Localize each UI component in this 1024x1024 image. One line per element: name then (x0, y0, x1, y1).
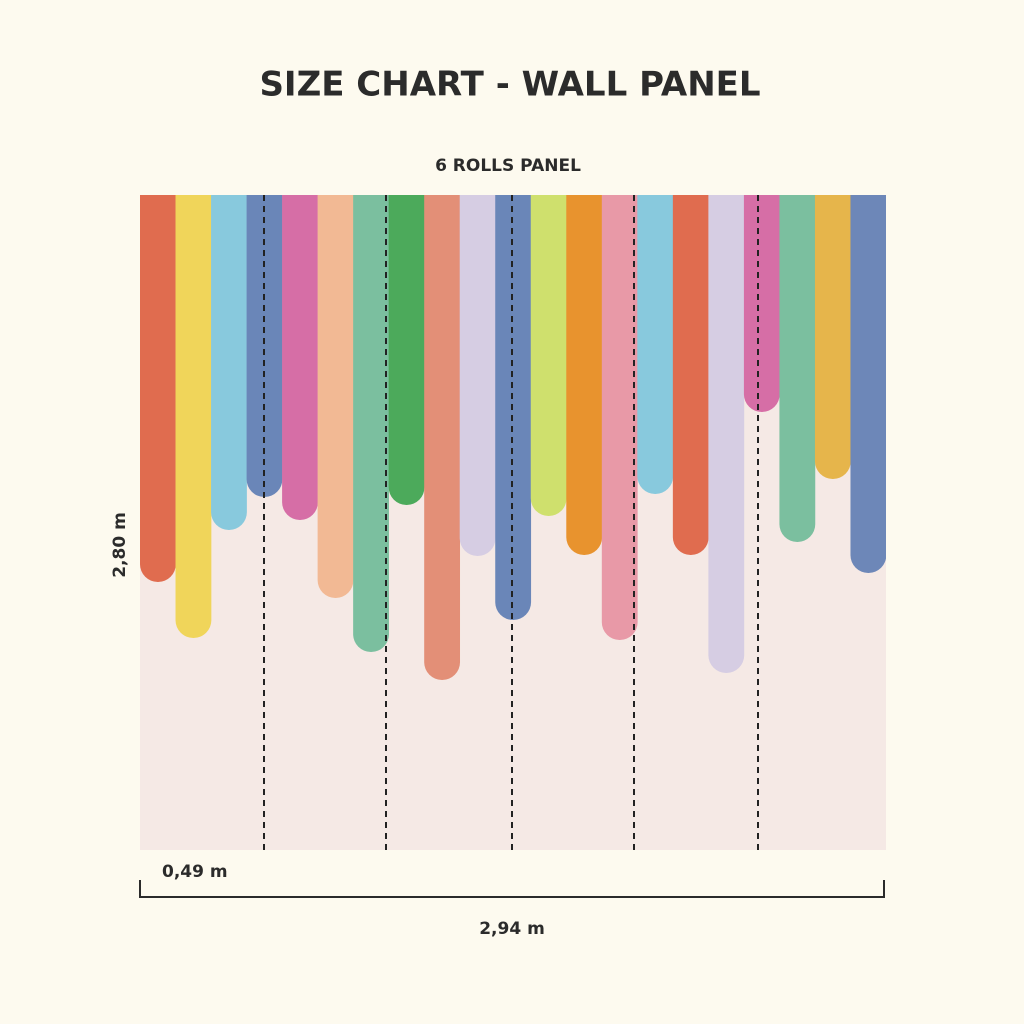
stripe (566, 195, 603, 555)
width-bracket (139, 880, 885, 898)
stripe (495, 195, 532, 620)
stripe (743, 195, 780, 412)
stripe (175, 195, 212, 638)
stripe (424, 195, 461, 680)
stripe (246, 195, 283, 497)
stripe (353, 195, 389, 652)
subtitle: 6 ROLLS PANEL (435, 156, 581, 176)
stripe (708, 195, 745, 673)
stripe (637, 195, 674, 494)
stripe (672, 195, 709, 555)
stripe (388, 195, 425, 505)
total-width-label: 2,94 m (479, 919, 545, 939)
stripe (140, 195, 176, 582)
stripe (601, 195, 638, 640)
stripes (140, 195, 886, 680)
title: SIZE CHART - WALL PANEL (259, 65, 760, 105)
stripe (459, 195, 496, 556)
stripe (282, 195, 318, 520)
stripe (317, 195, 354, 598)
stripe (530, 195, 567, 516)
height-label: 2,80 m (110, 512, 130, 578)
stripe (211, 195, 247, 530)
stripe (850, 195, 886, 573)
stripe (779, 195, 816, 542)
roll-width-label: 0,49 m (162, 862, 228, 882)
stripe (814, 195, 851, 479)
